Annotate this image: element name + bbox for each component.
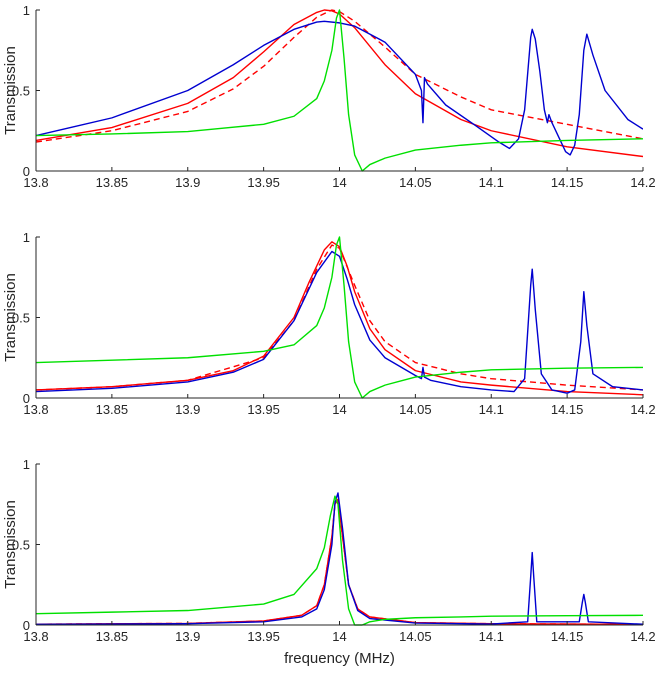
x-tick-label-bottom: 14.15 xyxy=(551,629,584,644)
x-tick-label-middle: 14.15 xyxy=(551,402,584,417)
series-red-solid-middle xyxy=(36,241,643,396)
x-tick-label-top: 13.9 xyxy=(175,175,200,190)
series-blue-middle xyxy=(36,250,643,394)
y-tick-label-top: 1 xyxy=(23,3,30,18)
x-tick-label-bottom: 14.2 xyxy=(630,629,655,644)
y-axis-label-middle: Transmission xyxy=(2,273,19,362)
x-tick-label-bottom: 13.85 xyxy=(96,629,129,644)
x-tick-label-top: 13.8 xyxy=(23,175,48,190)
y-tick-label-bottom: 1 xyxy=(23,457,30,472)
x-tick-label-middle: 14.1 xyxy=(479,402,504,417)
x-tick-label-top: 14.05 xyxy=(399,175,432,190)
x-tick-label-middle: 13.9 xyxy=(175,402,200,417)
x-tick-label-bottom: 14.1 xyxy=(479,629,504,644)
x-tick-label-top: 14.2 xyxy=(630,175,655,190)
series-green-bottom xyxy=(36,495,643,626)
series-green-top xyxy=(36,9,643,172)
series-blue-bottom xyxy=(36,492,643,626)
y-axis-label-bottom: Transmission xyxy=(2,500,19,589)
x-tick-label-top: 14.15 xyxy=(551,175,584,190)
series-green-middle xyxy=(36,236,643,399)
series-red-dashed-middle xyxy=(36,244,643,391)
plot-area-bottom xyxy=(36,464,643,625)
plot-area-middle xyxy=(36,237,643,398)
series-blue-top xyxy=(36,20,643,156)
x-tick-label-top: 14.1 xyxy=(479,175,504,190)
series-red-dashed-top xyxy=(36,9,643,143)
x-axis-label-bottom: frequency (MHz) xyxy=(284,650,395,667)
x-tick-label-bottom: 13.9 xyxy=(175,629,200,644)
x-tick-label-top: 13.85 xyxy=(96,175,129,190)
x-tick-label-top: 14 xyxy=(332,175,346,190)
y-axis-label-top: Transmission xyxy=(2,46,19,135)
y-tick-label-middle: 0 xyxy=(23,391,30,406)
x-tick-label-middle: 13.95 xyxy=(247,402,280,417)
plot-area-top xyxy=(36,10,643,171)
x-tick-label-bottom: 14.05 xyxy=(399,629,432,644)
y-tick-label-top: 0 xyxy=(23,164,30,179)
x-tick-label-top: 13.95 xyxy=(247,175,280,190)
x-tick-label-middle: 14.2 xyxy=(630,402,655,417)
x-tick-label-middle: 14 xyxy=(332,402,346,417)
x-tick-label-middle: 13.85 xyxy=(96,402,129,417)
y-tick-label-middle: 0.5 xyxy=(12,311,30,326)
x-tick-label-bottom: 13.8 xyxy=(23,629,48,644)
x-tick-label-middle: 14.05 xyxy=(399,402,432,417)
y-tick-label-top: 0.5 xyxy=(12,84,30,99)
x-tick-label-middle: 13.8 xyxy=(23,402,48,417)
x-tick-label-bottom: 14 xyxy=(332,629,346,644)
y-tick-label-bottom: 0 xyxy=(23,618,30,633)
y-tick-label-middle: 1 xyxy=(23,230,30,245)
y-tick-label-bottom: 0.5 xyxy=(12,538,30,553)
x-tick-label-bottom: 13.95 xyxy=(247,629,280,644)
